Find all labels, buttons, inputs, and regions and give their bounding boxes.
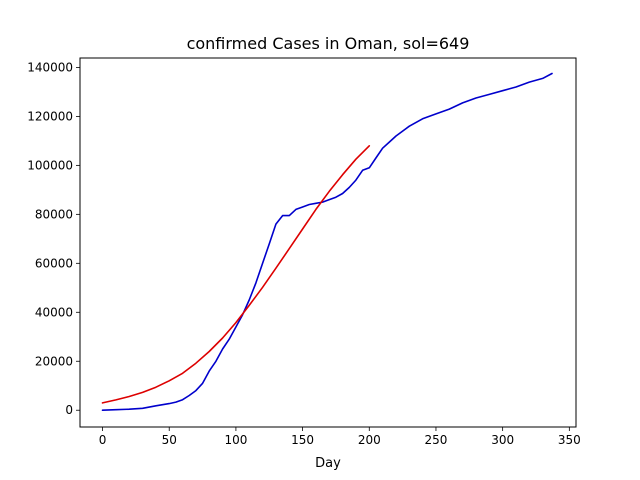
y-tick-label: 20000 bbox=[35, 354, 73, 368]
axes-frame bbox=[79, 57, 577, 428]
y-axis: 0 20000 40000 60000 80000 100000 120000 140000 bbox=[27, 60, 80, 417]
x-tick-label: 100 bbox=[224, 433, 247, 447]
x-tick-label: 350 bbox=[558, 433, 581, 447]
x-tick-label: 300 bbox=[491, 433, 514, 447]
series-line-1 bbox=[101, 72, 553, 411]
x-tick-label: 200 bbox=[358, 433, 381, 447]
x-tick-label: 150 bbox=[291, 433, 314, 447]
y-tick-label: 120000 bbox=[27, 109, 73, 123]
x-tick-label: 50 bbox=[162, 433, 177, 447]
x-axis: 0 50 100 150 200 250 300 350 bbox=[99, 427, 581, 447]
y-tick-label: 140000 bbox=[27, 60, 73, 74]
y-tick-label: 0 bbox=[65, 403, 73, 417]
y-tick-label: 60000 bbox=[35, 256, 73, 270]
y-tick-label: 40000 bbox=[35, 305, 73, 319]
x-tick-label: 0 bbox=[99, 433, 107, 447]
x-axis-label: Day bbox=[315, 456, 341, 471]
x-tick-label: 250 bbox=[425, 433, 448, 447]
chart-title: confirmed Cases in Oman, sol=649 bbox=[187, 34, 470, 53]
y-tick-label: 80000 bbox=[35, 207, 73, 221]
plot-area bbox=[101, 72, 553, 411]
y-tick-label: 100000 bbox=[27, 158, 73, 172]
series-line-2 bbox=[101, 145, 371, 404]
